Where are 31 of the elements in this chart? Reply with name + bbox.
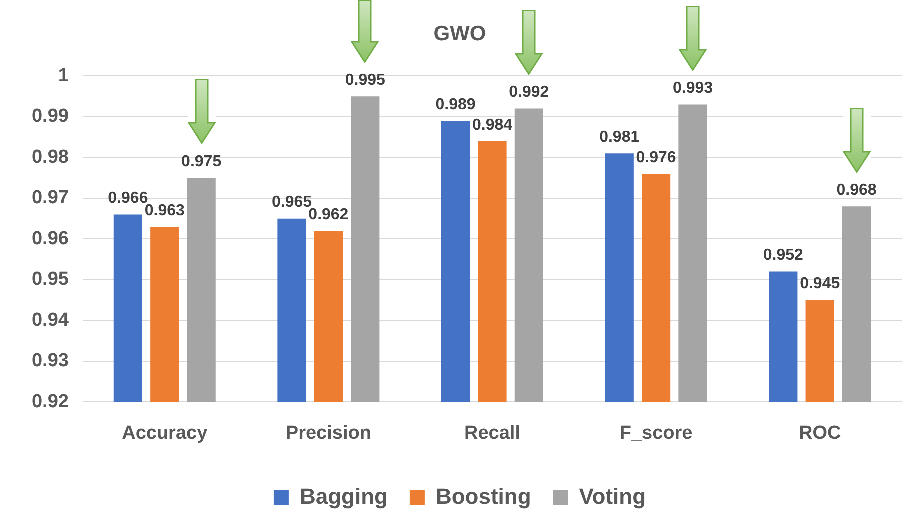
x-tick-label: Precision xyxy=(286,422,372,444)
data-label: 0.995 xyxy=(345,72,386,89)
data-label: 0.975 xyxy=(182,153,222,170)
y-tick-label: 0.93 xyxy=(32,350,69,372)
y-tick-label: 1 xyxy=(58,65,70,86)
chart-title: GWO xyxy=(434,22,486,46)
y-tick-label: 0.94 xyxy=(32,310,70,331)
data-label: 0.989 xyxy=(436,96,476,114)
legend-label: Boosting xyxy=(436,484,532,510)
y-tick-label: 0.99 xyxy=(32,106,69,128)
y-tick-label: 0.97 xyxy=(32,188,69,209)
data-label: 0.992 xyxy=(509,84,550,102)
data-label: 0.968 xyxy=(836,182,877,200)
y-tick-label: 0.95 xyxy=(32,269,70,290)
legend-label: Bagging xyxy=(300,484,388,510)
data-label: 0.981 xyxy=(600,129,640,146)
x-tick-label: Accuracy xyxy=(122,422,208,444)
y-tick-label: 0.96 xyxy=(32,228,69,250)
y-tick-label: 0.98 xyxy=(32,146,69,168)
data-label: 0.976 xyxy=(636,149,676,166)
x-tick-label: ROC xyxy=(798,422,842,444)
data-label: 0.952 xyxy=(763,247,804,264)
x-tick-label: Recall xyxy=(464,422,520,444)
x-tick-label: F_score xyxy=(620,422,693,444)
data-label: 0.962 xyxy=(308,206,349,224)
data-label: 0.993 xyxy=(672,80,714,98)
data-label: 0.945 xyxy=(800,276,840,293)
y-tick-label: 0.92 xyxy=(32,391,69,412)
data-label: 0.963 xyxy=(144,202,185,220)
legend-label: Voting xyxy=(579,484,646,510)
data-label: 0.984 xyxy=(472,116,513,134)
